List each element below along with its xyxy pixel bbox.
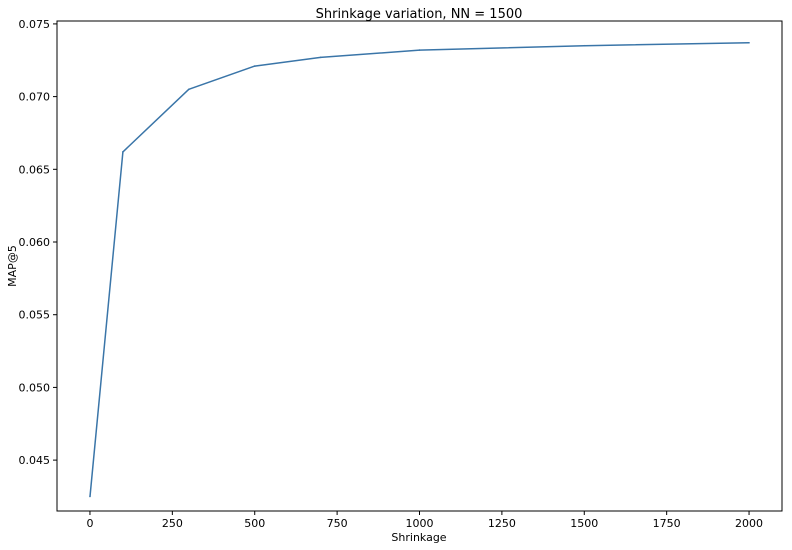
y-axis-label: MAP@5 xyxy=(6,245,19,287)
y-tick-label: 0.070 xyxy=(19,91,51,104)
data-point xyxy=(583,44,586,47)
data-point xyxy=(253,65,256,67)
y-tick-label: 0.045 xyxy=(19,454,51,467)
y-axis: 0.045 0.050 0.055 0.060 0.065 0.070 0.075 xyxy=(19,18,57,467)
data-point xyxy=(748,42,750,44)
x-tick-label: 1500 xyxy=(570,517,598,530)
y-tick-label: 0.055 xyxy=(19,309,51,322)
x-tick-label: 0 xyxy=(86,517,93,530)
chart-title: Shrinkage variation, NN = 1500 xyxy=(316,7,523,22)
x-tick-label: 2000 xyxy=(735,517,763,530)
x-tick-label: 1000 xyxy=(406,517,434,530)
x-tick-label: 500 xyxy=(244,517,265,530)
plot-frame xyxy=(56,20,783,512)
x-axis: 0 250 500 750 1000 1250 1500 1750 2000 xyxy=(86,511,763,530)
data-point xyxy=(319,56,322,59)
y-tick-label: 0.065 xyxy=(19,163,51,176)
x-tick-label: 1750 xyxy=(653,517,681,530)
x-tick-label: 750 xyxy=(327,517,348,530)
x-axis-label: Shrinkage xyxy=(391,531,446,544)
y-tick-label: 0.060 xyxy=(19,236,51,249)
y-tick-label: 0.075 xyxy=(19,18,51,31)
y-tick-label: 0.050 xyxy=(19,381,51,394)
series-line xyxy=(89,42,750,497)
data-point xyxy=(89,495,91,498)
data-point xyxy=(418,49,421,51)
x-tick-label: 250 xyxy=(162,517,183,530)
data-point xyxy=(188,88,190,91)
x-tick-label: 1250 xyxy=(488,517,516,530)
data-point xyxy=(122,151,124,153)
